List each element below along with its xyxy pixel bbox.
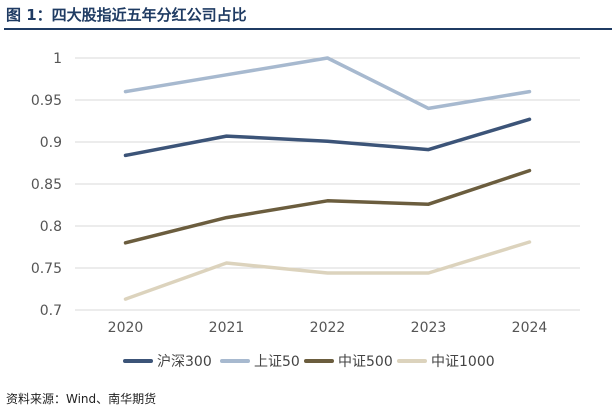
x-tick-label: 2022 xyxy=(310,320,346,336)
series-line-2 xyxy=(123,56,532,111)
y-tick-label: 0.85 xyxy=(31,177,62,193)
x-tick-label: 2023 xyxy=(411,320,447,336)
x-tick-label: 2020 xyxy=(108,320,144,336)
legend-item: 中证500 xyxy=(304,354,393,370)
legend-label: 上证50 xyxy=(254,354,300,370)
y-tick-label: 0.75 xyxy=(31,261,62,277)
legend-label: 中证500 xyxy=(338,354,393,370)
legend-label: 沪深300 xyxy=(157,354,212,370)
title-divider xyxy=(4,28,612,30)
series-line-4 xyxy=(123,240,532,301)
y-tick-label: 0.7 xyxy=(40,303,62,319)
line-chart: 0.70.750.80.850.90.951 2020 2021 2022 2023 2… xyxy=(31,51,580,370)
x-axis-ticks: 2020 2021 2022 2023 2024 xyxy=(108,320,548,336)
legend-item: 沪深300 xyxy=(123,354,212,370)
grid-lines xyxy=(75,57,580,311)
y-axis-ticks: 0.7 0.75 0.8 0.85 0.9 0.95 1 xyxy=(31,51,62,319)
y-tick-label: 0.9 xyxy=(40,135,62,151)
x-tick-label: 2024 xyxy=(512,320,548,336)
y-tick-label: 1 xyxy=(53,51,62,67)
series-line-1 xyxy=(123,117,532,158)
legend-item: 上证50 xyxy=(220,354,300,370)
series-line-3 xyxy=(123,168,532,245)
legend-item: 中证1000 xyxy=(397,354,495,370)
y-tick-label: 0.8 xyxy=(40,219,62,235)
series-lines xyxy=(123,56,532,301)
source-note: 资料来源：Wind、南华期货 xyxy=(6,392,157,406)
chart-title: 图 1：四大股指近五年分红公司占比 xyxy=(6,6,247,24)
legend-label: 中证1000 xyxy=(431,354,495,370)
x-tick-label: 2021 xyxy=(209,320,245,336)
legend: 沪深300 上证50 中证500 中证1000 xyxy=(123,354,495,370)
y-tick-label: 0.95 xyxy=(31,93,62,109)
